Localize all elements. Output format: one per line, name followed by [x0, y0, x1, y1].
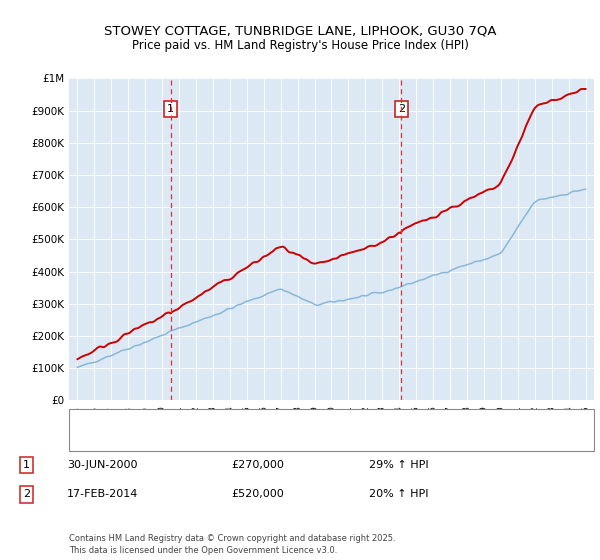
Text: 30-JUN-2000: 30-JUN-2000	[67, 460, 137, 470]
Text: Contains HM Land Registry data © Crown copyright and database right 2025.
This d: Contains HM Land Registry data © Crown c…	[69, 534, 395, 555]
FancyBboxPatch shape	[69, 409, 594, 451]
Text: Price paid vs. HM Land Registry's House Price Index (HPI): Price paid vs. HM Land Registry's House …	[131, 39, 469, 53]
Text: £520,000: £520,000	[231, 489, 284, 500]
Text: 2: 2	[398, 104, 405, 114]
Text: 29% ↑ HPI: 29% ↑ HPI	[369, 460, 429, 470]
Text: 1: 1	[23, 460, 30, 470]
Text: STOWEY COTTAGE, TUNBRIDGE LANE, LIPHOOK, GU30 7QA (detached house): STOWEY COTTAGE, TUNBRIDGE LANE, LIPHOOK,…	[105, 416, 484, 426]
Text: 2: 2	[23, 489, 30, 500]
Text: £270,000: £270,000	[231, 460, 284, 470]
Text: 17-FEB-2014: 17-FEB-2014	[67, 489, 138, 500]
Text: 1: 1	[167, 104, 174, 114]
Text: HPI: Average price, detached house, East Hampshire: HPI: Average price, detached house, East…	[105, 435, 363, 445]
Text: STOWEY COTTAGE, TUNBRIDGE LANE, LIPHOOK, GU30 7QA: STOWEY COTTAGE, TUNBRIDGE LANE, LIPHOOK,…	[104, 24, 496, 38]
Text: 20% ↑ HPI: 20% ↑ HPI	[369, 489, 428, 500]
